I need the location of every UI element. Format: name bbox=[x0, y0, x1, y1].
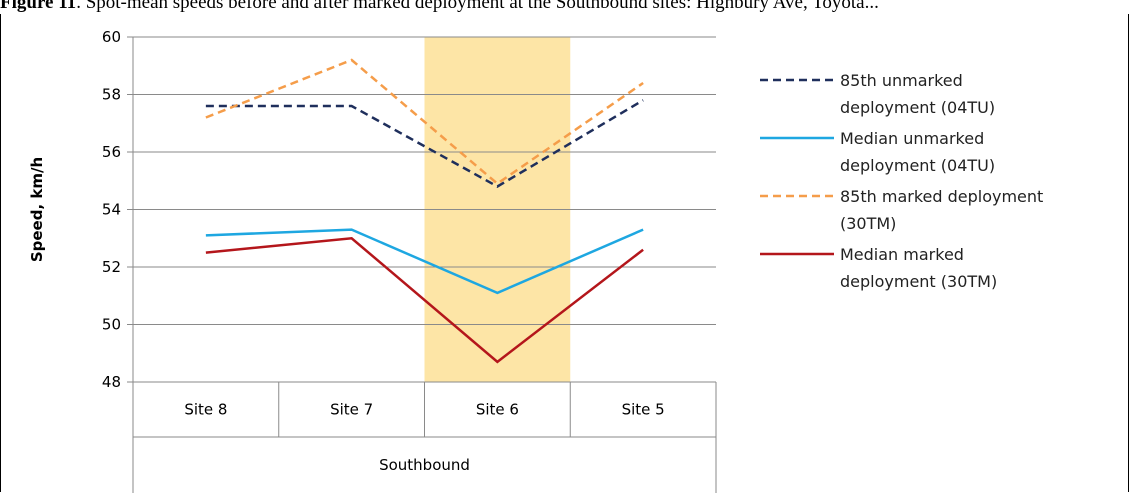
legend-label-3-2: (30TM) bbox=[840, 214, 896, 233]
legend-label-4-2: deployment (30TM) bbox=[840, 272, 997, 291]
group-label: Southbound bbox=[379, 456, 470, 474]
y-tick-label-50: 50 bbox=[102, 316, 121, 334]
legend-label-1-2: deployment (04TU) bbox=[840, 98, 995, 117]
x-tick-label-site-5: Site 5 bbox=[622, 401, 665, 419]
y-tick-label-56: 56 bbox=[102, 143, 121, 161]
legend-label-3-1: 85th marked deployment bbox=[840, 187, 1043, 206]
y-tick-label-52: 52 bbox=[102, 258, 121, 276]
x-tick-label-site-8: Site 8 bbox=[184, 401, 227, 419]
y-tick-label-54: 54 bbox=[102, 201, 121, 219]
legend-label-2-1: Median unmarked bbox=[840, 129, 984, 148]
y-tick-label-58: 58 bbox=[102, 86, 121, 104]
x-tick-label-site-7: Site 7 bbox=[330, 401, 373, 419]
legend-label-4-1: Median marked bbox=[840, 245, 964, 264]
x-tick-label-site-6: Site 6 bbox=[476, 401, 519, 419]
legend-label-1-1: 85th unmarked bbox=[840, 71, 963, 90]
y-tick-label-60: 60 bbox=[102, 28, 121, 46]
legend-label-2-2: deployment (04TU) bbox=[840, 156, 995, 175]
y-axis-label: Speed, km/h bbox=[28, 157, 46, 262]
y-tick-label-48: 48 bbox=[102, 373, 121, 391]
